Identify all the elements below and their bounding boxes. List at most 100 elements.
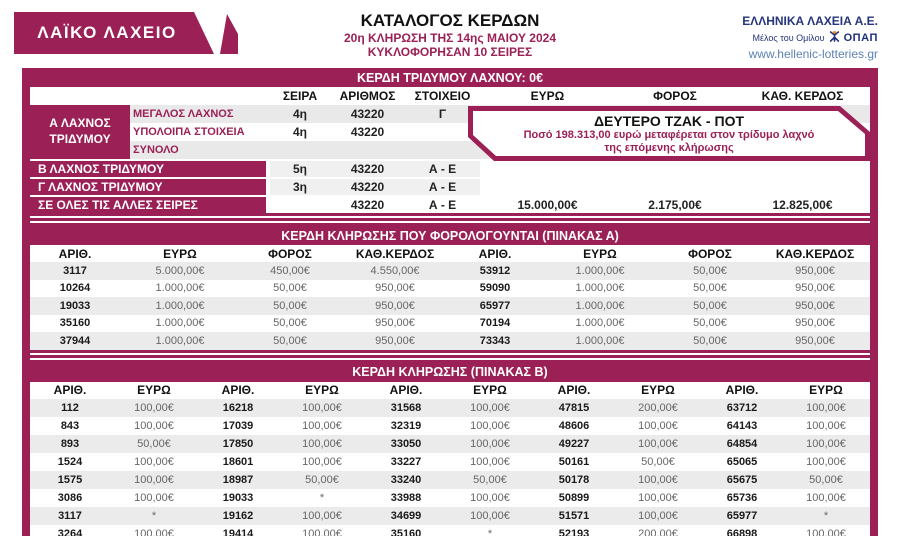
- prize-amount: 1.000,00€: [155, 299, 205, 312]
- prize-amount: 200,00€: [638, 527, 678, 536]
- ticket-number: 893: [60, 437, 80, 450]
- subrow-arithmos: 43220: [350, 107, 385, 121]
- ticket-number: 65065: [726, 455, 758, 468]
- laxnos-row-foros: [615, 179, 735, 195]
- prize-amount: 100,00€: [806, 455, 846, 468]
- net-prize: 950,00€: [795, 299, 835, 312]
- ticket-number: 59090: [479, 282, 511, 295]
- prize-amount: 1.000,00€: [575, 299, 625, 312]
- tax-amount: 50,00€: [693, 334, 727, 347]
- laxnos-row-label: Γ ΛΑΧΝΟΣ ΤΡΙΔΥΜΟΥ: [30, 179, 270, 195]
- table-column-header: ΦΟΡΟΣ: [268, 246, 312, 261]
- logo-text: ΛΑΪΚΟ ΛΑΧΕΙΟ: [37, 23, 177, 42]
- ticket-number: 53912: [479, 264, 511, 277]
- pinakas-b-headers: ΑΡΙΘ. ΕΥΡΩ ΑΡΙΘ. ΕΥΡΩ ΑΡΙΘ. ΕΥΡΩ ΑΡΙΘ. Ε…: [30, 381, 870, 399]
- table-column-header: ΑΡΙΘ.: [58, 246, 92, 261]
- laxnos-row-stoixeio: Α - Ε: [405, 161, 480, 177]
- ticket-number: 64143: [726, 419, 758, 432]
- triduma-section-bar: ΚΕΡΔΗ ΤΡΙΔΥΜΟΥ ΛΑΧΝΟΥ: 0€: [30, 68, 870, 87]
- table-column-header: ΕΥΡΩ: [473, 383, 507, 397]
- laxnos-row: Γ ΛΑΧΝΟΣ ΤΡΙΔΥΜΟΥ 3η 43220 Α - Ε: [30, 177, 870, 195]
- prize-amount: 100,00€: [470, 437, 510, 450]
- prize-amount: 100,00€: [302, 401, 342, 414]
- jackpot-banner-inner: ΔΕΥΤΕΡΟ ΤΖΑΚ - ΠΟΤ Ποσό 198.313,00 ευρώ …: [473, 111, 865, 156]
- laxnos-row-label: ΣΕ ΟΛΕΣ ΤΙΣ ΑΛΛΕΣ ΣΕΙΡΕΣ: [30, 197, 270, 213]
- prize-amount: 100,00€: [806, 491, 846, 504]
- ticket-number: 35160: [390, 527, 422, 536]
- ticket-number: 70194: [479, 317, 511, 330]
- prize-amount: *: [487, 527, 493, 536]
- ticket-number: 33050: [390, 437, 422, 450]
- prize-amount: 100,00€: [806, 401, 846, 414]
- table-column-header: ΑΡΙΘ.: [53, 383, 87, 397]
- ticket-number: 1524: [57, 455, 83, 468]
- laxnos-row-arithmos: 43220: [350, 198, 385, 212]
- laxnos-row-seira: 5η: [270, 161, 330, 177]
- prize-amount: 1.000,00€: [155, 282, 205, 295]
- prize-amount: 100,00€: [134, 473, 174, 486]
- laxnos-row: ΣΕ ΟΛΕΣ ΤΙΣ ΑΛΛΕΣ ΣΕΙΡΕΣ 43220 Α - Ε 15.…: [30, 195, 870, 213]
- prize-amount: 1.000,00€: [155, 317, 205, 330]
- prize-amount: 100,00€: [302, 509, 342, 522]
- prize-amount: 100,00€: [134, 491, 174, 504]
- table-column-header: ΦΟΡΟΣ: [688, 246, 732, 261]
- ticket-number: 37944: [59, 334, 91, 347]
- prize-amount: 50,00€: [473, 473, 507, 486]
- ticket-number: 63712: [726, 401, 758, 414]
- jackpot-line1: Ποσό 198.313,00 ευρώ μεταφέρεται στον τρ…: [523, 129, 815, 142]
- table-column-header: ΑΡΙΘ.: [557, 383, 591, 397]
- table-row: 843 100,00€ 17039 100,00€ 32319 100,00€ …: [30, 417, 870, 435]
- net-prize: 950,00€: [795, 334, 835, 347]
- prize-amount: 100,00€: [470, 455, 510, 468]
- catalog-titles: ΚΑΤΑΛΟΓΟΣ ΚΕΡΔΩΝ 20η ΚΛΗΡΩΣΗ ΤΗΣ 14ης ΜΑ…: [270, 11, 630, 59]
- prize-amount: 100,00€: [806, 419, 846, 432]
- laxnos-row-kath: [735, 179, 870, 195]
- prize-amount: 100,00€: [134, 455, 174, 468]
- prize-amount: 100,00€: [302, 437, 342, 450]
- draw-subtitle: 20η ΚΛΗΡΩΣΗ ΤΗΣ 14ης ΜΑΙΟΥ 2024: [344, 30, 556, 45]
- table-column-header: ΕΥΡΩ: [583, 246, 617, 261]
- pinakas-a-section-bar: ΚΕΡΔΗ ΚΛΗΡΩΣΗΣ ΠΟΥ ΦΟΡΟΛΟΓΟΥΝΤΑΙ (ΠΙΝΑΚΑ…: [30, 226, 870, 245]
- tax-amount: 50,00€: [273, 299, 307, 312]
- table-row: 112 100,00€ 16218 100,00€ 31568 100,00€ …: [30, 398, 870, 417]
- jackpot-line2: της επόμενης κλήρωσης: [604, 142, 734, 155]
- table-column-header: ΑΡΙΘ.: [478, 246, 512, 261]
- ticket-number: 19162: [222, 509, 254, 522]
- ticket-number: 50178: [558, 473, 590, 486]
- table-row: 3264 100,00€ 19414 100,00€ 35160 * 52193…: [30, 525, 870, 536]
- ticket-number: 112: [61, 401, 79, 414]
- ticket-number: 19033: [59, 299, 91, 312]
- table-column-header: ΑΡΙΘ.: [389, 383, 423, 397]
- subrow-arithmos: 43220: [350, 125, 385, 139]
- website-link[interactable]: www.hellenic-lotteries.gr: [748, 47, 878, 62]
- company-name: ΕΛΛΗΝΙΚΑ ΛΑΧΕΙΑ Α.Ε.: [742, 14, 878, 28]
- pinakas-b-body: 112 100,00€ 16218 100,00€ 31568 100,00€ …: [30, 398, 870, 536]
- table-column-header: ΚΑΘ.ΚΕΡΔΟΣ: [775, 246, 855, 261]
- table-row: 19033 1.000,00€ 50,00€ 950,00€ 65977 1.0…: [30, 297, 870, 315]
- laxnos-row: Β ΛΑΧΝΟΣ ΤΡΙΔΥΜΟΥ 5η 43220 Α - Ε: [30, 159, 870, 177]
- prize-amount: 100,00€: [134, 527, 174, 536]
- ticket-number: 32319: [390, 419, 422, 432]
- tax-amount: 450,00€: [270, 264, 310, 277]
- table-row: 1524 100,00€ 18601 100,00€ 33227 100,00€…: [30, 453, 870, 471]
- laxnos-row-label: Β ΛΑΧΝΟΣ ΤΡΙΔΥΜΟΥ: [30, 161, 270, 177]
- section-divider-line: [30, 216, 870, 218]
- tax-amount: 50,00€: [693, 299, 727, 312]
- prize-amount: 100,00€: [638, 509, 678, 522]
- ticket-number: 51571: [558, 509, 590, 522]
- opap-text: ΟΠΑΠ: [843, 31, 878, 44]
- laxnos-row-seira: [270, 197, 330, 213]
- tax-amount: 50,00€: [273, 334, 307, 347]
- subrow-name: ΥΠΟΛΟΙΠΑ ΣΤΟΙΧΕΙΑ: [133, 126, 245, 138]
- prize-amount: 200,00€: [638, 401, 678, 414]
- subrow-name: ΣΥΝΟΛΟ: [133, 144, 179, 156]
- ticket-number: 18987: [222, 473, 254, 486]
- ticket-number: 66898: [726, 527, 758, 536]
- tax-amount: 50,00€: [273, 317, 307, 330]
- prize-amount: 50,00€: [641, 455, 675, 468]
- prize-amount: 100,00€: [470, 491, 510, 504]
- table-row: 10264 1.000,00€ 50,00€ 950,00€ 59090 1.0…: [30, 280, 870, 298]
- prize-amount: *: [319, 491, 325, 504]
- prize-amount: 100,00€: [638, 473, 678, 486]
- prize-amount: 1.000,00€: [575, 264, 625, 277]
